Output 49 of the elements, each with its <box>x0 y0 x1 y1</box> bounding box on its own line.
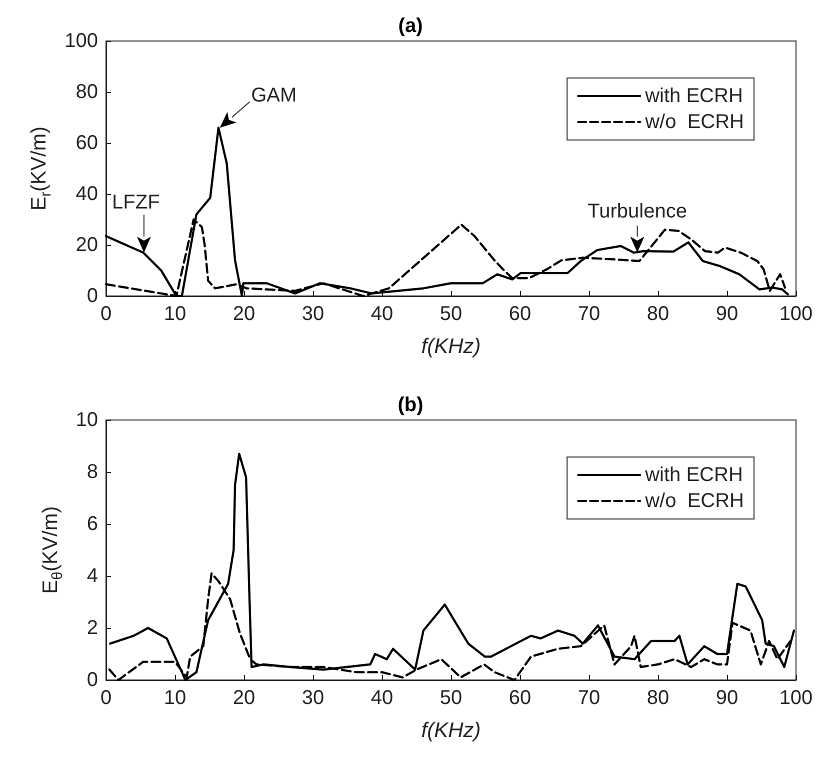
x-tick-label: 80 <box>646 687 670 709</box>
annotation: GAM <box>251 84 297 107</box>
legend-label: with ECRH <box>644 464 743 486</box>
x-tick-label: 70 <box>578 303 600 325</box>
legend-label: w/o ECRH <box>644 111 744 133</box>
y-tick-label: 10 <box>76 409 98 431</box>
chart-title: (b) <box>398 394 424 416</box>
x-tick-label: 0 <box>100 687 112 709</box>
line-series <box>104 126 789 298</box>
x-tick-label: 10 <box>164 303 186 325</box>
y-tick-label: 4 <box>86 565 98 587</box>
x-tick-label: 60 <box>508 303 532 325</box>
x-tick-label: 90 <box>716 303 738 325</box>
y-tick-label: 40 <box>76 183 98 205</box>
x-axis-title: f(KHz) <box>421 335 481 358</box>
legend-label: with ECRH <box>644 85 743 107</box>
x-tick-label: 100 <box>779 687 813 709</box>
y-tick-label: 0 <box>86 285 98 307</box>
x-tick-label: 50 <box>440 687 462 709</box>
y-tick-label: 0 <box>86 669 98 691</box>
legend-label: w/o ECRH <box>644 490 744 512</box>
x-tick-label: 40 <box>370 303 394 325</box>
y-tick-label: 2 <box>86 617 98 639</box>
line-series <box>109 452 796 682</box>
x-tick-label: 20 <box>232 687 256 709</box>
annotation: LFZF <box>112 192 160 214</box>
y-axis-title: Eθ(KV/m) <box>38 506 66 594</box>
x-tick-label: 50 <box>440 303 462 325</box>
x-axis-title: f(KHz) <box>421 719 481 742</box>
x-tick-label: 20 <box>232 303 256 325</box>
x-tick-label: 60 <box>508 687 532 709</box>
y-tick-label: 100 <box>64 30 98 52</box>
x-tick-label: 30 <box>302 687 324 709</box>
x-tick-label: 80 <box>646 303 670 325</box>
y-tick-label: 20 <box>76 234 98 256</box>
annotation: Turbulence <box>588 200 687 223</box>
x-tick-label: 30 <box>302 303 324 325</box>
y-tick-label: 80 <box>76 81 98 103</box>
x-tick-label: 10 <box>164 687 186 709</box>
y-tick-label: 6 <box>86 513 98 535</box>
x-tick-label: 0 <box>100 303 112 325</box>
x-tick-label: 90 <box>716 687 738 709</box>
y-axis-title: Er(KV/m) <box>28 126 55 211</box>
x-tick-label: 100 <box>779 303 813 325</box>
y-tick-label: 8 <box>86 461 98 483</box>
x-tick-label: 70 <box>578 687 600 709</box>
chart-title: (a) <box>398 15 423 37</box>
y-tick-label: 60 <box>76 132 98 154</box>
x-tick-label: 40 <box>370 687 394 709</box>
